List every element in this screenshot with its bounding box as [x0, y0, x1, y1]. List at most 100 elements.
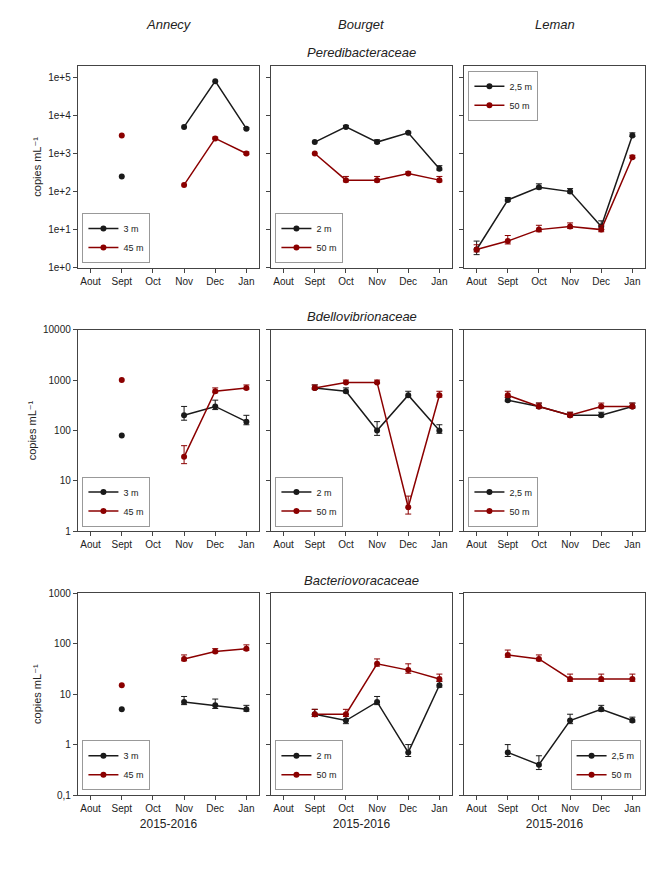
- svg-text:Dec: Dec: [206, 803, 224, 814]
- svg-text:3 m: 3 m: [123, 488, 138, 498]
- svg-text:Oct: Oct: [531, 803, 547, 814]
- svg-text:Dec: Dec: [592, 539, 610, 550]
- svg-text:2015-2016: 2015-2016: [333, 817, 391, 831]
- svg-text:copies mL⁻¹: copies mL⁻¹: [26, 400, 38, 460]
- svg-text:0,1: 0,1: [57, 790, 71, 801]
- svg-text:Aout: Aout: [273, 276, 294, 287]
- svg-text:Nov: Nov: [175, 539, 193, 550]
- svg-text:Dec: Dec: [399, 276, 417, 287]
- svg-text:10: 10: [60, 689, 72, 700]
- svg-text:45 m: 45 m: [123, 243, 143, 253]
- svg-text:50 m: 50 m: [316, 770, 336, 780]
- svg-text:Annecy: Annecy: [146, 17, 192, 32]
- svg-text:copies mL⁻¹: copies mL⁻¹: [31, 664, 43, 724]
- svg-text:Oct: Oct: [145, 539, 161, 550]
- svg-text:1000: 1000: [49, 375, 72, 386]
- svg-text:Nov: Nov: [175, 276, 193, 287]
- svg-text:Oct: Oct: [531, 276, 547, 287]
- svg-text:50 m: 50 m: [509, 101, 529, 111]
- svg-text:Dec: Dec: [206, 539, 224, 550]
- svg-text:100: 100: [54, 638, 71, 649]
- svg-text:Dec: Dec: [592, 276, 610, 287]
- svg-text:Sept: Sept: [304, 803, 325, 814]
- svg-text:100: 100: [54, 425, 71, 436]
- svg-text:Sept: Sept: [497, 803, 518, 814]
- svg-text:Dec: Dec: [592, 803, 610, 814]
- svg-text:Jan: Jan: [624, 539, 640, 550]
- svg-text:Oct: Oct: [338, 803, 354, 814]
- svg-text:Bacteriovoracaceae: Bacteriovoracaceae: [304, 573, 419, 588]
- svg-text:Nov: Nov: [561, 539, 579, 550]
- svg-text:2,5 m: 2,5 m: [509, 82, 532, 92]
- svg-text:2015-2016: 2015-2016: [526, 817, 584, 831]
- svg-text:50 m: 50 m: [509, 507, 529, 517]
- svg-text:45 m: 45 m: [123, 770, 143, 780]
- svg-text:Oct: Oct: [338, 276, 354, 287]
- svg-text:Jan: Jan: [431, 803, 447, 814]
- svg-text:Jan: Jan: [238, 276, 254, 287]
- svg-text:Aout: Aout: [80, 539, 101, 550]
- svg-text:Oct: Oct: [145, 803, 161, 814]
- svg-text:1000: 1000: [49, 588, 72, 599]
- svg-text:50 m: 50 m: [612, 770, 632, 780]
- svg-text:Aout: Aout: [80, 276, 101, 287]
- svg-text:Jan: Jan: [238, 539, 254, 550]
- svg-text:2 m: 2 m: [316, 488, 331, 498]
- svg-text:Sept: Sept: [304, 276, 325, 287]
- svg-text:2,5 m: 2,5 m: [509, 488, 532, 498]
- svg-text:Dec: Dec: [399, 539, 417, 550]
- svg-text:Oct: Oct: [145, 276, 161, 287]
- svg-text:Nov: Nov: [368, 276, 386, 287]
- svg-text:2 m: 2 m: [316, 224, 331, 234]
- svg-text:Leman: Leman: [535, 17, 575, 32]
- svg-text:Aout: Aout: [273, 803, 294, 814]
- svg-text:Dec: Dec: [399, 803, 417, 814]
- svg-text:Aout: Aout: [466, 539, 487, 550]
- svg-text:Nov: Nov: [175, 803, 193, 814]
- svg-text:50 m: 50 m: [316, 243, 336, 253]
- svg-text:Aout: Aout: [80, 803, 101, 814]
- svg-text:1: 1: [65, 526, 71, 537]
- svg-text:10000: 10000: [43, 324, 71, 335]
- svg-text:1e+0: 1e+0: [48, 262, 71, 273]
- svg-text:1e+3: 1e+3: [48, 148, 71, 159]
- svg-text:1e+1: 1e+1: [48, 224, 71, 235]
- svg-text:Sept: Sept: [304, 539, 325, 550]
- svg-text:Nov: Nov: [368, 803, 386, 814]
- svg-text:3 m: 3 m: [123, 751, 138, 761]
- svg-text:Aout: Aout: [466, 276, 487, 287]
- svg-text:2,5 m: 2,5 m: [612, 751, 635, 761]
- svg-text:Jan: Jan: [238, 803, 254, 814]
- svg-text:Nov: Nov: [561, 803, 579, 814]
- svg-text:Peredibacteraceae: Peredibacteraceae: [307, 45, 416, 60]
- svg-text:Oct: Oct: [531, 539, 547, 550]
- svg-text:Aout: Aout: [273, 539, 294, 550]
- svg-text:Bourget: Bourget: [338, 17, 385, 32]
- svg-text:1e+2: 1e+2: [48, 186, 71, 197]
- svg-text:Oct: Oct: [338, 539, 354, 550]
- svg-text:2 m: 2 m: [316, 751, 331, 761]
- svg-text:10: 10: [60, 475, 72, 486]
- svg-text:Sept: Sept: [497, 539, 518, 550]
- svg-text:3 m: 3 m: [123, 224, 138, 234]
- svg-text:1e+4: 1e+4: [48, 110, 71, 121]
- svg-text:Sept: Sept: [111, 276, 132, 287]
- svg-text:Nov: Nov: [561, 276, 579, 287]
- svg-text:Jan: Jan: [431, 539, 447, 550]
- svg-text:1e+5: 1e+5: [48, 72, 71, 83]
- svg-text:Sept: Sept: [497, 276, 518, 287]
- svg-text:2015-2016: 2015-2016: [140, 817, 198, 831]
- svg-text:Dec: Dec: [206, 276, 224, 287]
- svg-text:50 m: 50 m: [316, 507, 336, 517]
- svg-text:Nov: Nov: [368, 539, 386, 550]
- svg-text:copies mL⁻¹: copies mL⁻¹: [31, 137, 43, 197]
- svg-text:45 m: 45 m: [123, 507, 143, 517]
- svg-text:Jan: Jan: [624, 276, 640, 287]
- svg-text:Bdellovibrionaceae: Bdellovibrionaceae: [307, 309, 417, 324]
- svg-text:Sept: Sept: [111, 803, 132, 814]
- svg-text:Jan: Jan: [624, 803, 640, 814]
- svg-text:Jan: Jan: [431, 276, 447, 287]
- svg-text:Sept: Sept: [111, 539, 132, 550]
- svg-text:1: 1: [65, 739, 71, 750]
- svg-text:Aout: Aout: [466, 803, 487, 814]
